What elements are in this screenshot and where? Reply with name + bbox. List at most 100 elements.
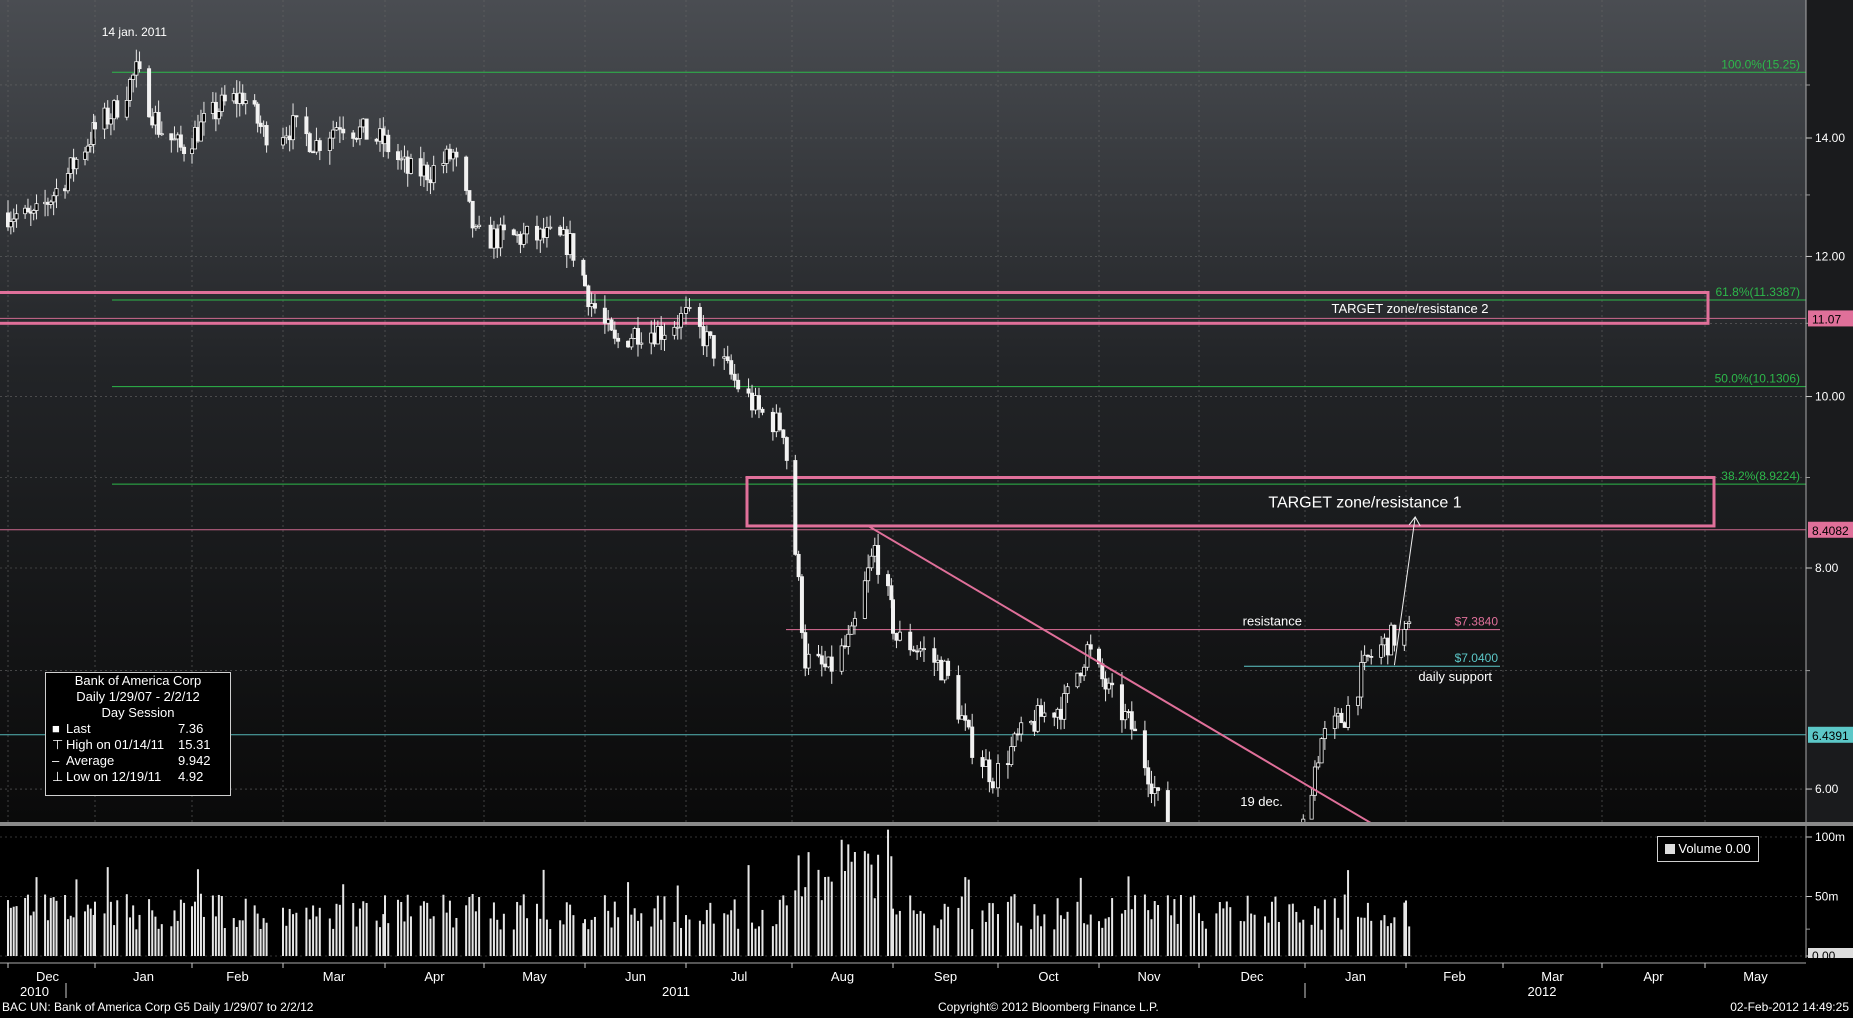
candle-body (894, 632, 899, 641)
candle-body (127, 79, 132, 101)
candle-body (583, 274, 588, 287)
candle-body (1392, 624, 1397, 646)
candle-body (777, 412, 782, 431)
candle-body (911, 649, 916, 652)
candle-body (386, 134, 391, 153)
candle-body (1389, 624, 1394, 656)
candle-body (956, 675, 961, 720)
candle-body (866, 567, 871, 582)
candle-body (564, 229, 569, 256)
candle-body (1312, 766, 1317, 796)
candle-body (891, 599, 896, 634)
candle-body (447, 148, 452, 160)
candle-body (354, 137, 359, 140)
candle-body (697, 307, 702, 327)
candle-body (147, 68, 152, 118)
candle-body (586, 285, 591, 308)
legend-row-average: – Average 9.942 (52, 753, 211, 768)
candle-body (581, 259, 586, 276)
candle-body (1103, 678, 1108, 690)
price-tag-box (1808, 310, 1853, 327)
legend-period: Daily 1/29/07 - 2/2/12 (76, 689, 200, 704)
candle-body (1097, 648, 1102, 665)
candle-body (491, 228, 496, 249)
fib-label: 100.0%(15.25) (1721, 57, 1800, 71)
candle-body (258, 122, 263, 127)
candle-body (753, 395, 758, 411)
legend-row-low: ⊥ Low on 12/19/11 4.92 (52, 769, 204, 784)
candle-body (687, 307, 692, 309)
support-price-label: $7.0400 (1455, 651, 1499, 665)
candle-body (826, 656, 831, 668)
target-zones: TARGET zone/resistance 2 TARGET zone/resi… (0, 290, 1716, 528)
candle-body (568, 233, 573, 256)
candle-body (351, 132, 356, 139)
candle-body (201, 113, 206, 123)
candle-body (862, 580, 867, 619)
candle-body (498, 224, 503, 249)
target-zone-2 (0, 290, 1710, 325)
price-tick-label: 14.00 (1815, 131, 1845, 145)
legend-title: Bank of America Corp (74, 673, 202, 688)
candle-body (337, 127, 342, 130)
candle-body (280, 137, 285, 146)
candle-body (477, 224, 482, 227)
candle-body (1336, 712, 1341, 717)
candle-body (131, 74, 136, 80)
volume-panel-background (0, 826, 1806, 958)
candle-body (538, 228, 543, 241)
candle-body (93, 122, 98, 130)
candle-body (1062, 693, 1067, 720)
candle-body (816, 653, 821, 657)
volume-legend: Volume 0.00 (1657, 836, 1759, 862)
candle-body (1133, 728, 1138, 732)
candle-body (314, 140, 319, 153)
candle-body (175, 134, 180, 140)
daily-support-annotation: daily support (1418, 669, 1492, 684)
candle-body (725, 356, 730, 361)
candle-body (374, 138, 379, 142)
candle-body (112, 100, 117, 120)
price-tag-label: 6.4391 (1812, 729, 1849, 743)
candle-body (134, 61, 139, 76)
candle-body (589, 303, 594, 308)
candle-body (1355, 696, 1360, 706)
candle-body (1319, 738, 1324, 764)
candle-body (980, 757, 985, 767)
candle-body (1012, 733, 1017, 747)
candle-body (736, 379, 741, 390)
candle-body (213, 101, 218, 120)
candle-body (34, 203, 39, 211)
candle-body (612, 329, 617, 339)
candle-body (701, 326, 706, 347)
candle-body (770, 411, 775, 433)
candle-body (708, 331, 713, 336)
candle-body (1055, 708, 1060, 718)
candle-body (784, 437, 789, 461)
candle-body (602, 307, 607, 324)
candle-body (25, 207, 30, 213)
price-tag-label: 11.07 (1812, 312, 1841, 326)
candle-body (908, 631, 913, 651)
candle-body (1322, 728, 1327, 740)
year-label: 2012 (1528, 984, 1557, 999)
candle-body (6, 212, 11, 228)
candle-body (311, 151, 316, 154)
candle-body (548, 226, 553, 229)
year-label: 2011 (662, 984, 690, 999)
legend-session: Day Session (101, 705, 175, 720)
candle-body (1058, 708, 1063, 720)
candle-body (294, 115, 299, 118)
candle-body (1365, 654, 1370, 657)
candle-body (946, 660, 951, 676)
candle-body (1142, 730, 1147, 769)
candle-body (304, 116, 309, 135)
average-marker-icon: – (52, 753, 60, 768)
candle-body (11, 218, 16, 223)
candle-body (470, 200, 475, 229)
time-axis-background (0, 958, 1853, 1018)
candle-body (842, 645, 847, 648)
candle-body (252, 100, 257, 105)
candle-body (1039, 705, 1044, 717)
